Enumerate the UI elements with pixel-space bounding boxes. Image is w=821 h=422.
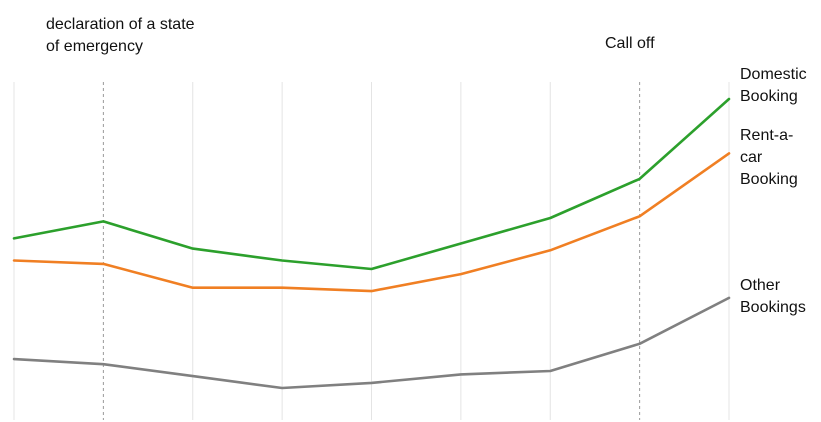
event-annotations: declaration of a state of emergency Call o… [46,16,655,55]
series-label: Other Bookings [740,277,806,316]
series-line-domestic-booking [12,97,731,271]
event-annotation: declaration of a state of emergency [46,16,195,55]
series-lines [12,97,731,390]
event-markers [102,82,641,420]
series-label: Rent-a-car Booking [740,127,798,188]
series-label: Domestic Booking [740,66,807,105]
event-annotation: Call off [605,35,655,52]
grid-lines [13,82,730,420]
series-labels: Domestic Booking Rent-a-car Booking Other Boo… [740,66,807,316]
series-line-rent-a-car-booking [12,152,731,293]
series-line-other-bookings [12,296,731,390]
